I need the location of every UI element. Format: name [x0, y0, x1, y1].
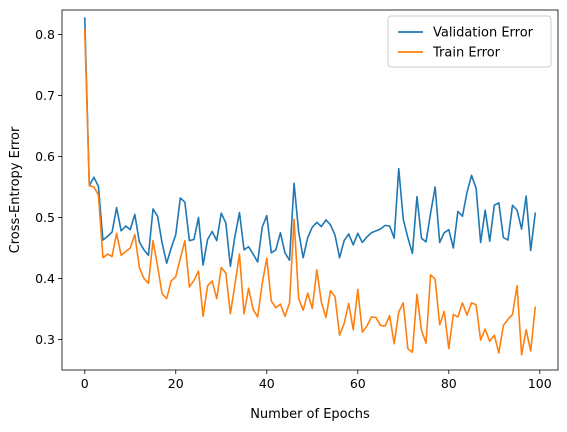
plot-frame [61, 9, 559, 371]
y-tick-label: 0.3 [35, 332, 55, 347]
y-tick-label: 0.5 [35, 210, 55, 225]
plot-area [61, 9, 559, 371]
x-tick-label: 80 [441, 376, 457, 391]
x-tick-label: 40 [259, 376, 275, 391]
legend-box [387, 15, 552, 68]
y-tick-label: 0.7 [35, 88, 55, 103]
x-tick-label: 20 [168, 376, 184, 391]
x-axis-title: Number of Epochs [250, 407, 370, 422]
x-tick-label: 0 [81, 376, 89, 391]
legend-label-validation: Validation Error [433, 26, 534, 41]
legend: Validation Error Train Error [387, 15, 552, 68]
y-tick-label: 0.8 [35, 27, 55, 42]
y-tick-label: 0.6 [35, 149, 55, 164]
legend-label-train: Train Error [432, 46, 501, 61]
series-line-validation-error [83, 17, 537, 268]
series-layer [83, 17, 537, 356]
y-tick-label: 0.4 [35, 271, 55, 286]
y-axis-title: Cross-Entropy Error [8, 126, 23, 253]
series-line-train-error [83, 29, 537, 356]
x-axis: 0 20 40 60 80 100 [81, 370, 552, 391]
x-tick-label: 60 [350, 376, 366, 391]
x-tick-label: 100 [528, 376, 552, 391]
y-axis: 0.3 0.4 0.5 0.6 0.7 0.8 [35, 27, 62, 347]
